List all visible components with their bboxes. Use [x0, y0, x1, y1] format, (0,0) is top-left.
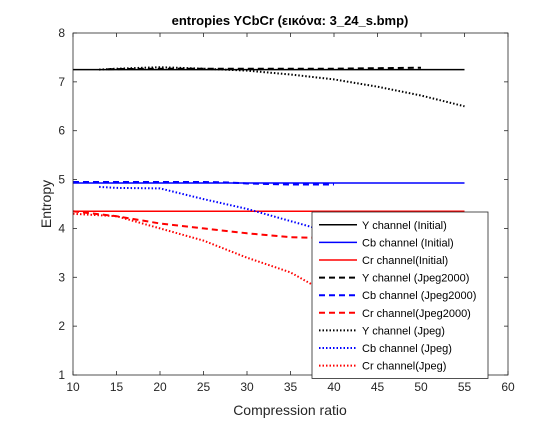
- x-tick-label-9: 55: [458, 380, 472, 394]
- legend-label-6: Y channel (Jpeg): [362, 325, 445, 337]
- series-line-6: [99, 66, 465, 108]
- series-line-7: [99, 185, 317, 230]
- legend-label-2: Cr channel(Initial): [362, 255, 448, 267]
- legend-label-4: Cb channel (Jpeg2000): [362, 290, 476, 302]
- series-line-3: [107, 66, 422, 71]
- series-line-8: [72, 212, 318, 288]
- x-tick-label-1: 15: [110, 380, 124, 394]
- series-layer: [72, 66, 465, 288]
- y-tick-label-0: 1: [58, 368, 65, 382]
- legend-label-3: Y channel (Jpeg2000): [362, 273, 469, 285]
- legend-label-7: Cb channel (Jpeg): [362, 343, 452, 355]
- x-tick-label-10: 60: [501, 380, 515, 394]
- x-tick-label-3: 25: [197, 380, 211, 394]
- y-tick-label-7: 8: [58, 26, 65, 40]
- y-tick-label-4: 5: [58, 173, 65, 187]
- y-tick-label-5: 6: [58, 124, 65, 138]
- x-tick-label-7: 45: [371, 380, 385, 394]
- series-line-4: [73, 181, 334, 186]
- x-tick-label-4: 30: [240, 380, 254, 394]
- x-tick-label-8: 50: [414, 380, 428, 394]
- y-tick-label-2: 3: [58, 270, 65, 284]
- x-tick-label-2: 20: [153, 380, 167, 394]
- legend-label-0: Y channel (Initial): [362, 220, 447, 232]
- x-tick-label-6: 40: [327, 380, 341, 394]
- legend-label-5: Cr channel(Jpeg2000): [362, 308, 471, 320]
- x-tick-label-0: 10: [66, 380, 80, 394]
- legend: Y channel (Initial) Cb channel (Initial) C…: [311, 211, 489, 379]
- x-tick-label-5: 35: [284, 380, 298, 394]
- y-tick-label-1: 2: [58, 319, 65, 333]
- x-axis-label: Compression ratio: [233, 402, 347, 418]
- legend-label-1: Cb channel (Initial): [362, 237, 454, 249]
- y-tick-label-3: 4: [58, 221, 65, 235]
- series-line-5: [72, 210, 335, 240]
- chart-title: entropies YCbCr (εικόνα: 3_24_s.bmp): [172, 13, 409, 28]
- y-tick-label-6: 7: [58, 75, 65, 89]
- legend-label-8: Cr channel(Jpeg): [362, 361, 446, 373]
- y-axis-label: Entropy: [38, 180, 54, 228]
